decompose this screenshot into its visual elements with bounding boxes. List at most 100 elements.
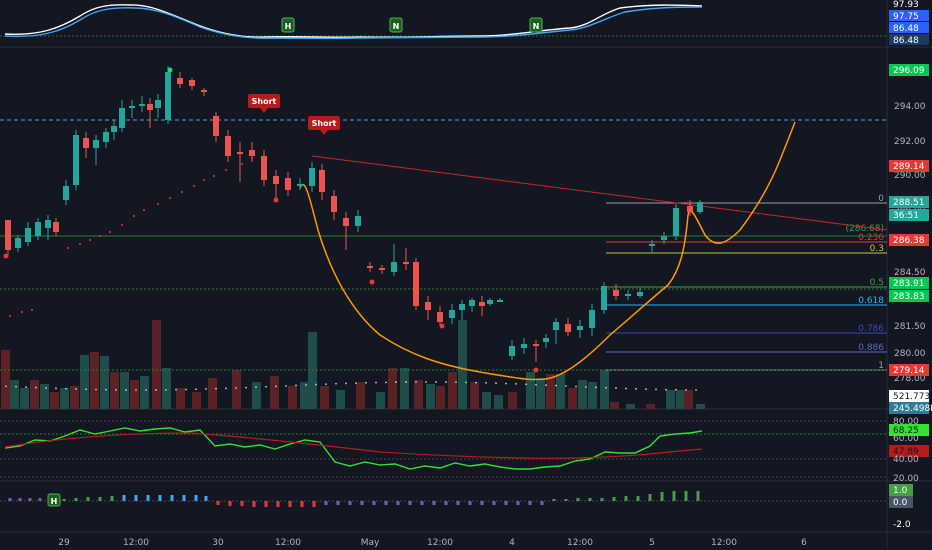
hist-bar (420, 501, 424, 505)
candle-body[interactable] (425, 302, 431, 310)
volume-bar (494, 395, 503, 409)
candle-body[interactable] (487, 300, 493, 304)
candle-body[interactable] (697, 202, 703, 212)
candle-body[interactable] (73, 135, 79, 185)
candle-body[interactable] (553, 322, 559, 330)
volume-bar (448, 372, 457, 409)
candle-body[interactable] (413, 262, 419, 306)
candle-body[interactable] (35, 222, 41, 236)
trendline-red[interactable] (311, 155, 888, 231)
candle-body[interactable] (625, 294, 631, 296)
candle-body[interactable] (155, 100, 161, 108)
candle-body[interactable] (83, 138, 89, 148)
candle-body[interactable] (577, 326, 583, 330)
hist-bar (170, 495, 174, 501)
volume-bar (676, 390, 685, 409)
candle-body[interactable] (103, 132, 109, 142)
stoch-axis-tick: 86.48 (893, 36, 919, 46)
candle-body[interactable] (601, 286, 607, 310)
candle-body[interactable] (119, 108, 125, 128)
volume-bar (152, 320, 161, 409)
candle-body[interactable] (391, 262, 397, 272)
candle-body[interactable] (469, 300, 475, 306)
candle-body[interactable] (355, 216, 361, 226)
candle-body[interactable] (111, 126, 117, 132)
candle-body[interactable] (343, 218, 349, 226)
psar-dot (121, 224, 123, 226)
volume-ma-dot (525, 383, 527, 386)
candle-body[interactable] (379, 268, 385, 270)
candle-body[interactable] (637, 292, 643, 296)
hist-bar (600, 498, 604, 501)
candle-body[interactable] (129, 106, 135, 108)
candle-body[interactable] (165, 72, 171, 120)
psar-dot (225, 169, 227, 171)
time-axis-label: 29 (58, 538, 70, 548)
hist-bar (276, 501, 280, 507)
volume-ma-dot (135, 389, 137, 391)
candle-body[interactable] (403, 262, 409, 264)
candle-body[interactable] (201, 90, 207, 92)
candle-body[interactable] (613, 290, 619, 296)
candle-body[interactable] (189, 80, 195, 86)
candle-body[interactable] (319, 170, 325, 192)
candle-body[interactable] (139, 104, 145, 106)
time-axis-label: 12:00 (123, 538, 149, 548)
candle-body[interactable] (449, 310, 455, 318)
candle-body[interactable] (367, 266, 373, 268)
candle-body[interactable] (5, 220, 11, 250)
candle-body[interactable] (687, 206, 693, 212)
candle-body[interactable] (225, 136, 231, 156)
candle-body[interactable] (589, 310, 595, 328)
short-signal-tag[interactable] (248, 94, 280, 108)
candle-body[interactable] (661, 236, 667, 240)
candle-body[interactable] (25, 228, 31, 242)
candle-body[interactable] (285, 178, 291, 190)
candle-body[interactable] (649, 244, 655, 246)
volume-bar (436, 386, 445, 409)
hist-axis-tick: -2.0 (893, 520, 911, 530)
candle-body[interactable] (297, 184, 303, 186)
candle-body[interactable] (237, 152, 243, 154)
candle-body[interactable] (521, 344, 527, 348)
candle-body[interactable] (565, 324, 571, 332)
hist-bar (204, 496, 208, 501)
hist-bar (396, 501, 400, 505)
candle-body[interactable] (53, 222, 59, 232)
candle-body[interactable] (331, 196, 337, 212)
hist-bar (384, 501, 388, 505)
hist-bar (696, 491, 700, 501)
candle-body[interactable] (177, 78, 183, 84)
candle-body[interactable] (273, 176, 279, 184)
hist-bar (504, 501, 508, 505)
hist-bar (564, 499, 568, 501)
volume-ma-dot (145, 389, 147, 391)
candle-body[interactable] (673, 208, 679, 236)
price-axis-tick: 280.00 (894, 349, 926, 359)
candle-body[interactable] (45, 220, 51, 228)
candle-body[interactable] (213, 116, 219, 136)
candle-body[interactable] (15, 238, 21, 248)
hist-bar (18, 498, 22, 501)
hist-bar (432, 501, 436, 505)
candle-body[interactable] (437, 312, 443, 322)
candle-body[interactable] (93, 140, 99, 148)
candle-body[interactable] (309, 168, 315, 186)
candle-body[interactable] (533, 344, 539, 346)
short-signal-text: Short (252, 97, 277, 106)
candle-body[interactable] (543, 338, 549, 342)
candle-body[interactable] (261, 156, 267, 180)
candle-body[interactable] (459, 304, 465, 310)
candle-body[interactable] (509, 346, 515, 356)
candle-body[interactable] (249, 150, 255, 156)
short-signal-tag[interactable] (308, 116, 340, 130)
candle-body[interactable] (479, 302, 485, 306)
short-signal-pointer (260, 108, 268, 113)
stoch-marker-text: N (533, 22, 540, 31)
candle-body[interactable] (497, 300, 503, 302)
orange-curve-projection[interactable] (299, 121, 796, 381)
candle-body[interactable] (63, 186, 69, 200)
candle-body[interactable] (147, 104, 153, 110)
